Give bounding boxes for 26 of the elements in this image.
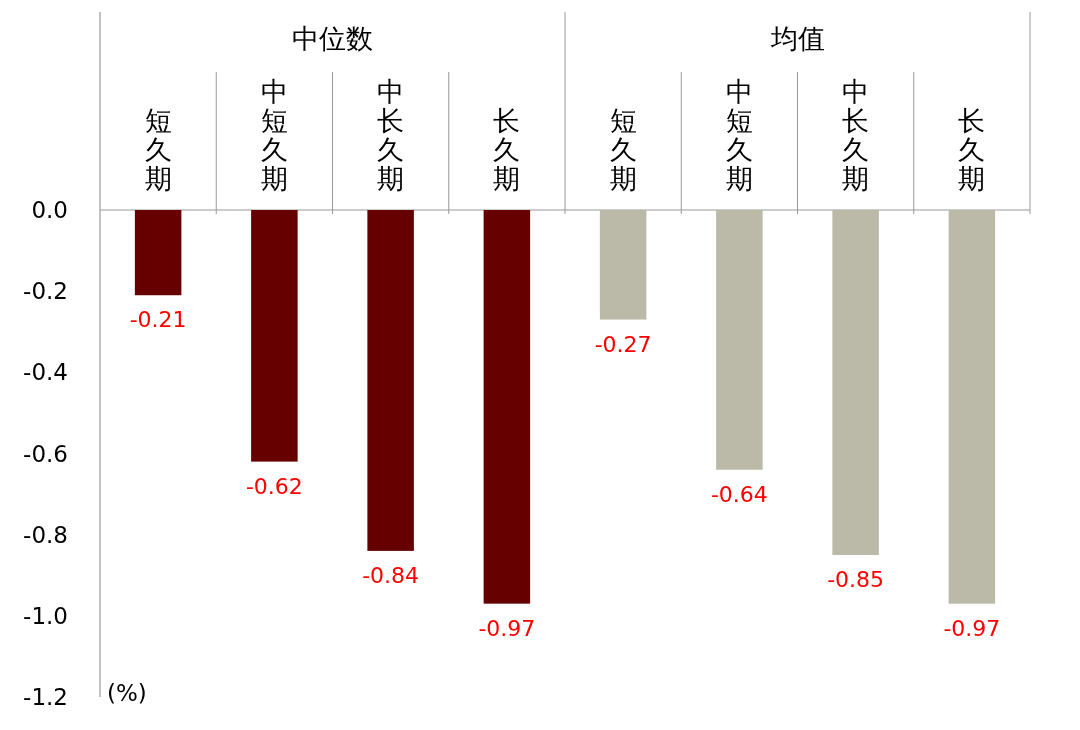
- y-tick-label: -0.2: [23, 278, 68, 305]
- y-tick-label: -0.6: [23, 440, 68, 467]
- x-tick-label: 中短久期: [725, 76, 753, 194]
- data-label: -0.62: [245, 473, 303, 499]
- x-tick-label: 中长久期: [377, 76, 405, 194]
- data-label: -0.97: [478, 615, 536, 641]
- data-label: -0.21: [129, 307, 187, 333]
- text: 均值: [769, 23, 825, 54]
- text: 中位数: [292, 23, 373, 54]
- y-tick-label: -1.0: [23, 602, 68, 629]
- x-tick-label: 短久期: [609, 105, 637, 194]
- y-tick-label: -0.8: [23, 521, 68, 548]
- x-tick-label: 中短久期: [260, 76, 288, 194]
- x-tick-label: 长久期: [958, 105, 986, 194]
- x-tick-label: 中长久期: [842, 76, 870, 194]
- x-tick-label: 长久期: [493, 105, 521, 194]
- data-label: -0.85: [827, 566, 885, 592]
- data-label: -0.84: [362, 562, 420, 588]
- y-tick-label: 0.0: [31, 197, 68, 223]
- data-label: -0.64: [710, 481, 768, 507]
- data-label: -0.97: [943, 615, 1001, 641]
- data-label: -0.27: [594, 331, 652, 357]
- y-tick-label: -1.2: [23, 684, 68, 710]
- y-axis-title: (%): [107, 680, 147, 706]
- y-tick-label: -0.4: [23, 359, 68, 386]
- x-tick-label: 短久期: [144, 105, 172, 194]
